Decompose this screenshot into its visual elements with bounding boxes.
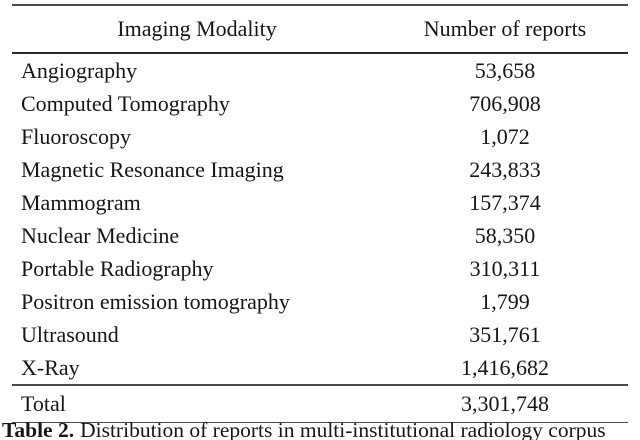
modality-cell: Mammogram [21,189,141,215]
table-row-angiography: Angiography 53,658 [12,54,628,87]
modality-cell: Nuclear Medicine [21,222,180,248]
report-distribution-table: Imaging Modality Number of reports Angio… [12,4,628,423]
table-caption-label: Table 2. [2,418,75,440]
table-row-positron-emission-tomography: Positron emission tomography 1,799 [12,285,628,318]
modality-cell: Magnetic Resonance Imaging [21,156,284,182]
header-number-of-reports: Number of reports [423,15,587,41]
modality-cell: Fluoroscopy [21,123,131,149]
table-top-rule [12,4,628,6]
table-row-computed-tomography: Computed Tomography 706,908 [12,87,628,120]
table-header-row: Imaging Modality Number of reports [12,6,628,52]
total-value-cell: 3,301,748 [461,390,549,416]
modality-cell: Positron emission tomography [21,288,290,314]
table-row-ultrasound: Ultrasound 351,761 [12,318,628,351]
header-imaging-modality: Imaging Modality [117,15,277,41]
table-row-total: Total 3,301,748 [12,386,628,422]
table-caption: Table 2. Distribution of reports in multi… [2,418,639,440]
reports-cell: 706,908 [469,90,541,116]
reports-cell: 1,072 [480,123,530,149]
table-row-nuclear-medicine: Nuclear Medicine 58,350 [12,219,628,252]
reports-cell: 310,311 [469,255,541,281]
table-bottom-rule [12,421,628,423]
total-divider-rule [12,384,628,386]
reports-cell: 157,374 [469,189,541,215]
modality-cell: X-Ray [21,354,80,380]
modality-cell: Computed Tomography [21,90,230,116]
modality-cell: Ultrasound [21,321,119,347]
reports-cell: 53,658 [474,57,536,83]
table-row-portable-radiography: Portable Radiography 310,311 [12,252,628,285]
table-row-x-ray: X-Ray 1,416,682 [12,351,628,384]
table-row-fluoroscopy: Fluoroscopy 1,072 [12,120,628,153]
header-divider-rule [12,51,628,54]
modality-cell: Angiography [21,57,138,83]
reports-cell: 1,799 [480,288,530,314]
reports-cell: 351,761 [469,321,541,347]
modality-cell: Portable Radiography [21,255,214,281]
table-caption-text: Distribution of reports in multi-institu… [80,418,606,440]
reports-cell: 58,350 [474,222,536,248]
reports-cell: 1,416,682 [461,354,549,380]
reports-cell: 243,833 [469,156,541,182]
table-row-magnetic-resonance-imaging: Magnetic Resonance Imaging 243,833 [12,153,628,186]
table-row-mammogram: Mammogram 157,374 [12,186,628,219]
total-label-cell: Total [21,390,66,416]
